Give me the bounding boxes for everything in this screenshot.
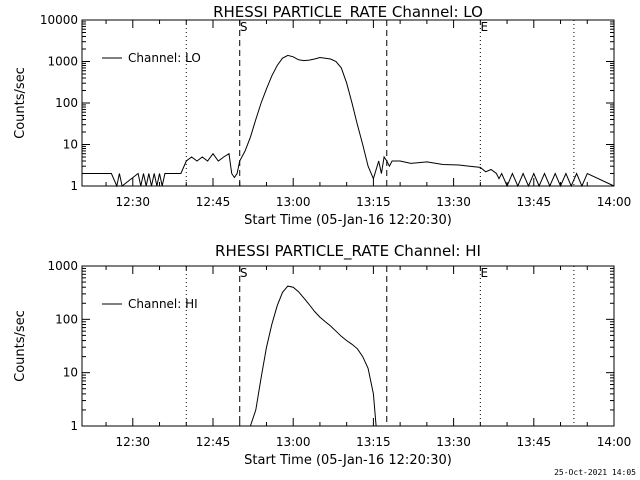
- plot-frame: [81, 265, 615, 427]
- y-tick-label: 100: [55, 96, 78, 110]
- y-tick-label: 100: [55, 312, 78, 326]
- x-tick-label: 14:00: [597, 195, 632, 209]
- y-axis-label: Counts/sec: [13, 310, 28, 382]
- x-tick-label: 12:30: [115, 195, 150, 209]
- y-tick-label: 1000: [47, 259, 78, 273]
- series-line: [82, 54, 615, 188]
- series-line: [249, 285, 377, 427]
- marker-label: E: [481, 266, 489, 280]
- legend-label: Channel: HI: [128, 297, 198, 311]
- x-tick-label: 14:00: [597, 435, 632, 449]
- marker-label: S: [240, 20, 248, 34]
- y-tick-label: 10: [63, 366, 78, 380]
- x-tick-label: 13:45: [517, 435, 552, 449]
- plot-frame: [81, 19, 615, 187]
- y-tick-label: 10000: [40, 13, 78, 27]
- x-tick-label: 13:45: [517, 195, 552, 209]
- marker-label: E: [481, 20, 489, 34]
- x-tick-label: 12:30: [115, 435, 150, 449]
- x-axis-label: Start Time (05-Jan-16 12:20:30): [244, 453, 452, 468]
- timestamp-label: 25-Oct-2021 14:05: [554, 468, 636, 477]
- y-tick-label: 1: [70, 419, 78, 433]
- y-axis-label: Counts/sec: [13, 67, 28, 139]
- chart-title: RHESSI PARTICLE_RATE Channel: LO: [213, 3, 483, 22]
- x-tick-label: 12:45: [196, 195, 231, 209]
- x-tick-label: 13:00: [276, 195, 311, 209]
- chart-title: RHESSI PARTICLE_RATE Channel: HI: [215, 242, 481, 261]
- x-tick-label: 12:45: [196, 435, 231, 449]
- legend-label: Channel: LO: [128, 51, 201, 65]
- marker-label: S: [240, 266, 248, 280]
- x-tick-label: 13:15: [356, 435, 391, 449]
- x-tick-label: 13:30: [436, 435, 471, 449]
- panel-lo: RHESSI PARTICLE_RATE Channel: LO Start Ti…: [13, 3, 631, 228]
- x-tick-label: 13:15: [356, 195, 391, 209]
- y-tick-label: 10: [63, 138, 78, 152]
- x-axis-label: Start Time (05-Jan-16 12:20:30): [244, 213, 452, 228]
- x-tick-label: 13:30: [436, 195, 471, 209]
- x-tick-label: 13:00: [276, 435, 311, 449]
- y-tick-label: 1: [70, 179, 78, 193]
- panel-hi: RHESSI PARTICLE_RATE Channel: HI Start Ti…: [13, 242, 631, 468]
- y-tick-label: 1000: [47, 55, 78, 69]
